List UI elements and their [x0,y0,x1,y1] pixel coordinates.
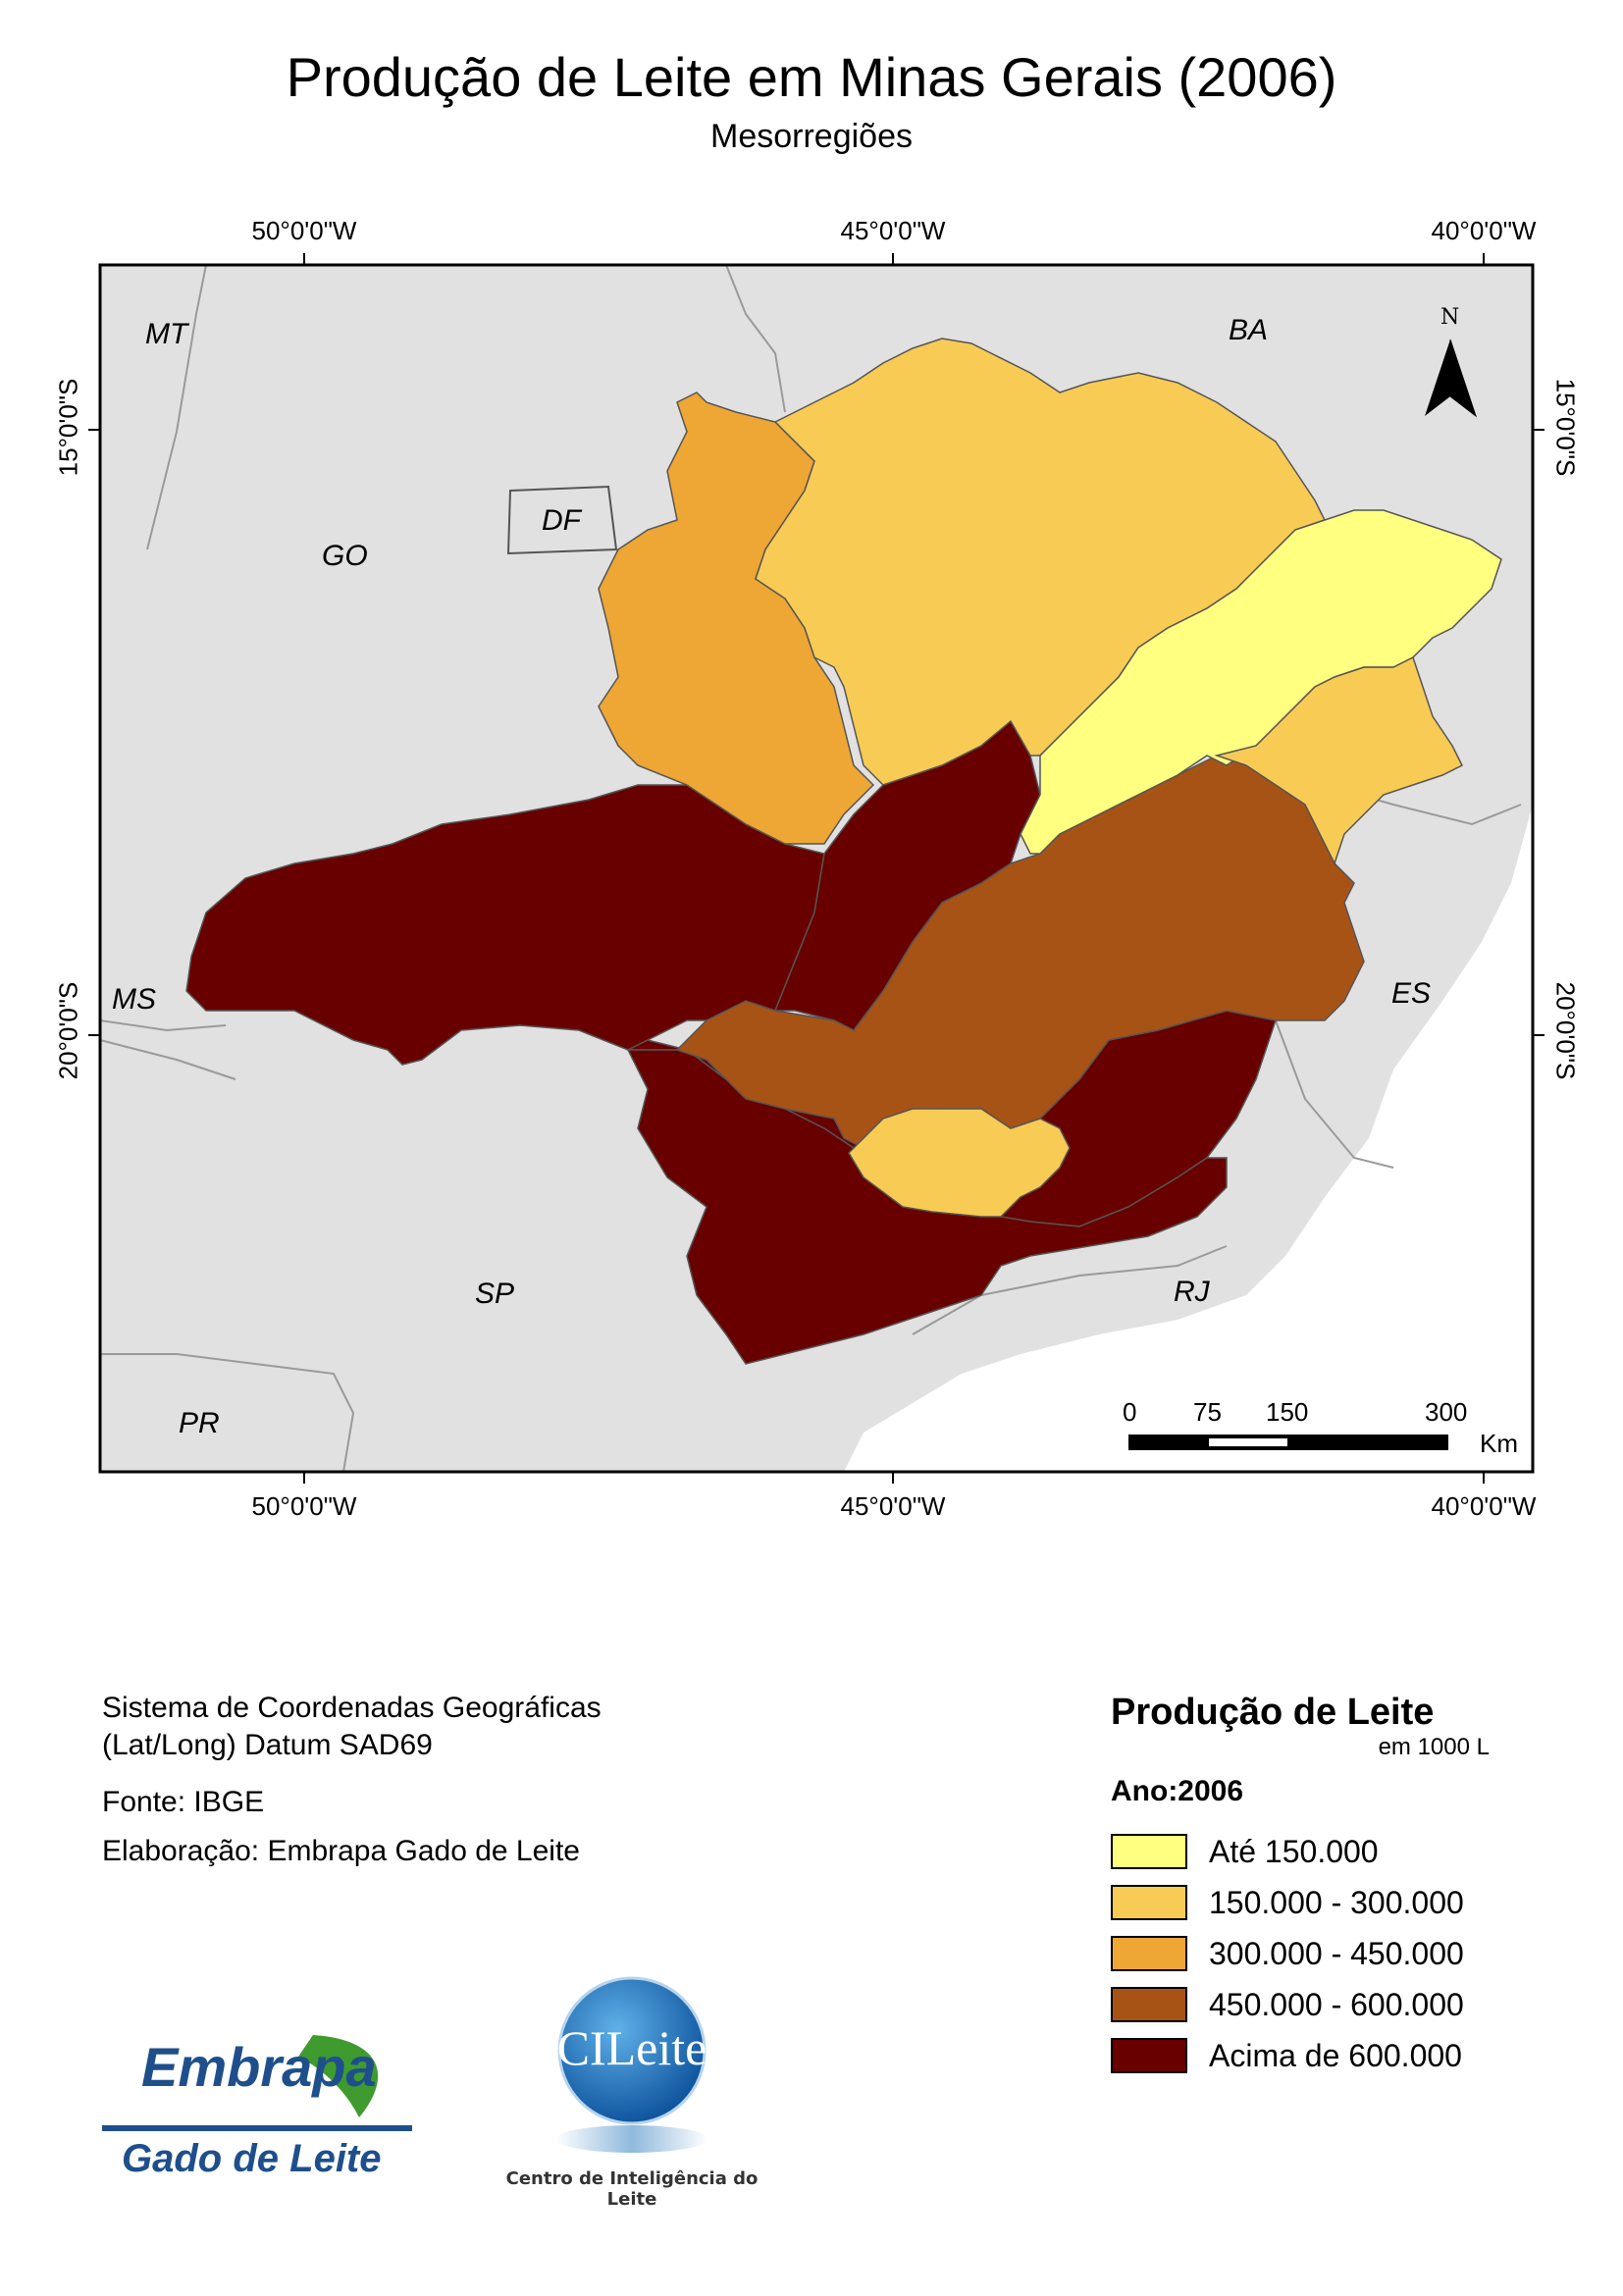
authorship-info: Elaboração: Embrapa Gado de Leite [102,1835,580,1867]
legend: Produção de Leite em 1000 L Ano:2006 Até… [1111,1692,1503,2081]
legend-item-label: 300.000 - 450.000 [1209,1935,1464,1971]
legend-item: 300.000 - 450.000 [1111,1928,1503,1979]
df-outline [506,485,618,555]
map-title: Produção de Leite em Minas Gerais (2006) [286,46,1337,108]
legend-swatch [1111,1936,1187,1971]
state-label-ms: MS [112,983,156,1016]
legend-swatch [1111,2038,1187,2073]
legend-item: 450.000 - 600.000 [1111,1979,1503,2030]
north-arrow-label: N [1440,305,1459,330]
state-label-ba: BA [1229,314,1268,346]
lon-label-top-50w: 50°0'0"W [251,216,357,245]
legend-item-label: 150.000 - 300.000 [1209,1884,1464,1920]
coord-line-2: (Lat/Long) Datum SAD69 [102,1728,433,1761]
embrapa-sub: Gado de Leite [122,2137,382,2180]
embrapa-logo: Embrapa Gado de Leite [102,2033,416,2198]
scale-tick-150: 150 [1266,1397,1308,1427]
scale-bar [1128,1435,1448,1450]
state-label-rj: RJ [1174,1276,1211,1308]
region-campo-vertentes [848,1108,1071,1218]
coord-line-1: Sistema de Coordenadas Geográficas [102,1692,602,1724]
coordinate-system-info: Sistema de Coordenadas Geográficas (Lat/… [102,1690,602,1763]
embrapa-word: Embrapa [141,2036,377,2098]
lon-label-bottom-45w: 45°0'0"W [840,1491,946,1521]
legend-year: Ano:2006 [1111,1775,1244,1807]
scale-tick-300: 300 [1425,1397,1467,1427]
state-label-es: ES [1391,977,1431,1010]
legend-title: Produção de Leite [1111,1692,1435,1733]
lon-label-top-45w: 45°0'0"W [840,216,946,245]
region-mucuri [1214,655,1464,865]
state-label-pr: PR [179,1407,220,1439]
legend-item-label: 450.000 - 600.000 [1209,1986,1464,2022]
north-arrow-icon [1425,339,1477,418]
legend-swatch [1111,1885,1187,1920]
cileite-sub: Centro de Inteligência do Leite [505,2168,759,2210]
legend-swatch [1111,1834,1187,1869]
legend-unit: em 1000 L [1378,1734,1490,1760]
legend-item-label: Acima de 600.000 [1209,2037,1462,2073]
scale-tick-0: 0 [1123,1397,1136,1427]
lon-label-bottom-40w: 40°0'0"W [1431,1491,1537,1521]
lon-label-top-40w: 40°0'0"W [1431,216,1537,245]
scale-unit: Km [1480,1429,1518,1458]
ocean [844,805,1533,1472]
embrapa-rule [102,2125,412,2131]
lon-label-bottom-50w: 50°0'0"W [251,1491,357,1521]
map-subtitle: Mesorregiões [710,118,913,155]
legend-item: 150.000 - 300.000 [1111,1877,1503,1928]
legend-swatch [1111,1987,1187,2022]
legend-rows: Até 150.000 150.000 - 300.000 300.000 - 45… [1111,1826,1503,2081]
cileite-word: CILeite [557,2020,707,2075]
cileite-logo: CILeite Centro de Inteligência do Leite [495,1974,769,2210]
scale-tick-75: 75 [1193,1397,1222,1427]
cileite-globe-icon: CILeite [555,1976,708,2153]
map-frame [98,263,1535,1474]
state-label-sp: SP [475,1278,514,1310]
graticule-ticks [88,253,1544,1484]
state-label-df: DF [542,504,583,537]
source-info: Fonte: IBGE [102,1786,265,1818]
state-label-go: GO [322,540,368,572]
legend-item-label: Até 150.000 [1209,1833,1379,1869]
state-label-mt: MT [145,318,190,350]
legend-item: Até 150.000 [1111,1826,1503,1877]
embrapa-leaf-icon [298,2035,379,2117]
region-jequitinhonha [1020,509,1502,855]
legend-item: Acima de 600.000 [1111,2030,1503,2081]
